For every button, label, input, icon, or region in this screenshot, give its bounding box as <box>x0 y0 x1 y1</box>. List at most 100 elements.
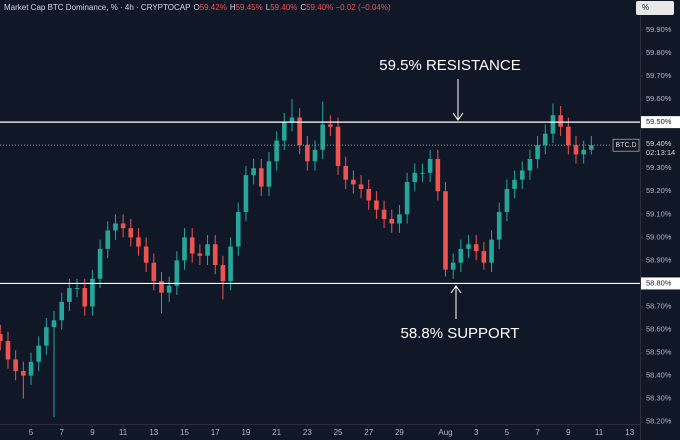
y-tick-label: 58.30% <box>646 394 672 403</box>
y-tick-label: 59.60% <box>646 94 672 103</box>
candle-body <box>320 124 325 150</box>
level-label-box <box>641 116 680 129</box>
candle-body <box>59 301 65 321</box>
candle-body <box>51 320 57 328</box>
candle-body <box>496 212 502 240</box>
ohlc-key: C <box>300 3 307 12</box>
candle-body <box>450 262 456 270</box>
candle-body <box>166 285 172 293</box>
candle-body <box>197 253 203 256</box>
candle-body <box>5 341 11 360</box>
candle-body <box>243 175 249 212</box>
candle-body <box>566 126 571 146</box>
y-tick-label: 59.80% <box>646 48 672 57</box>
ohlc-value: 59.45% <box>235 3 263 12</box>
candle-body <box>305 145 310 162</box>
x-tick-label: 25 <box>334 428 343 437</box>
candle-body <box>443 191 448 270</box>
x-tick-label: 7 <box>535 428 540 437</box>
candle-body <box>589 145 594 150</box>
candle-body <box>558 115 563 127</box>
y-tick-label: 58.70% <box>646 301 672 310</box>
x-tick-label: 29 <box>395 428 404 437</box>
candle-body <box>113 223 118 231</box>
candle-body <box>67 288 72 302</box>
candle-body <box>143 246 149 263</box>
ohlc-key: L <box>265 3 271 12</box>
candle-body <box>397 214 402 224</box>
candle-body <box>351 179 356 185</box>
y-tick-label: 59.00% <box>646 232 672 241</box>
x-tick-label: 9 <box>90 428 95 437</box>
candle-body <box>358 184 364 189</box>
countdown-label: 02:13:14 <box>646 148 675 157</box>
candle-body <box>97 248 103 279</box>
ohlc-value: 59.40% <box>270 3 298 12</box>
level-label: 59.50% <box>646 117 672 126</box>
y-tick-label: 59.30% <box>646 163 672 172</box>
candle-body <box>105 230 111 249</box>
candle-body <box>542 133 548 146</box>
y-tick-label: 58.20% <box>646 417 672 426</box>
candle-body <box>36 345 41 362</box>
y-tick-label: 59.90% <box>646 25 672 34</box>
y-tick-label: 58.60% <box>646 325 672 334</box>
candle-body <box>343 165 349 180</box>
x-tick-label: 5 <box>29 428 34 437</box>
candle-body <box>404 182 410 215</box>
candle-body <box>189 237 195 254</box>
x-tick-label: 17 <box>211 428 220 437</box>
candle-body <box>266 161 272 187</box>
candle-body <box>366 188 372 201</box>
candle-body <box>519 170 525 180</box>
candle-body <box>328 124 333 127</box>
candle-body <box>282 122 287 141</box>
ohlc-key: O <box>193 3 200 12</box>
x-tick-label: 7 <box>59 428 64 437</box>
candle-body <box>504 188 510 212</box>
candle-body <box>136 237 141 247</box>
level-label-box <box>641 277 680 290</box>
symbol-title: Market Cap BTC Dominance, % · 4h · CRYPT… <box>4 3 191 12</box>
candle-body <box>21 371 26 376</box>
candle-body <box>512 179 517 189</box>
candle-body <box>120 223 126 229</box>
candle-body <box>228 246 233 282</box>
candle-body <box>235 212 241 247</box>
annotation-arrowhead <box>450 285 462 294</box>
candle-body <box>297 117 302 146</box>
candle-body <box>335 126 341 166</box>
candle-body <box>182 237 187 261</box>
symbol-box <box>612 138 640 152</box>
candle-body <box>28 361 34 376</box>
candle-body <box>74 288 80 290</box>
y-tick-label: 58.40% <box>646 371 672 380</box>
candle-body <box>289 117 295 123</box>
y-tick-label: 59.70% <box>646 71 672 80</box>
candle-body <box>258 168 264 187</box>
candle-body <box>573 145 579 155</box>
change: −0.02 (−0.04%) <box>335 3 391 12</box>
x-tick-label: 19 <box>241 428 250 437</box>
candle-body <box>481 251 487 263</box>
x-tick-label: 3 <box>474 428 479 437</box>
ohlc-key: H <box>229 3 236 12</box>
candle-body <box>174 260 180 286</box>
candle-body <box>473 244 479 252</box>
x-tick-label: 21 <box>272 428 281 437</box>
candle-body <box>381 209 387 219</box>
annotation: 59.5% RESISTANCE <box>379 57 520 74</box>
annotation-arrowhead <box>452 112 464 121</box>
ohlc-value: 59.40% <box>306 3 334 12</box>
x-tick-label: 15 <box>180 428 189 437</box>
scale-button[interactable]: % <box>636 1 674 15</box>
x-tick-label: Aug <box>438 428 452 437</box>
ohlc-value: 59.42% <box>199 3 227 12</box>
x-tick-label: 27 <box>364 428 373 437</box>
candle-body <box>527 159 533 171</box>
candle-body <box>128 228 134 238</box>
level-label: 58.80% <box>646 278 672 287</box>
x-tick-label: 11 <box>595 428 604 437</box>
